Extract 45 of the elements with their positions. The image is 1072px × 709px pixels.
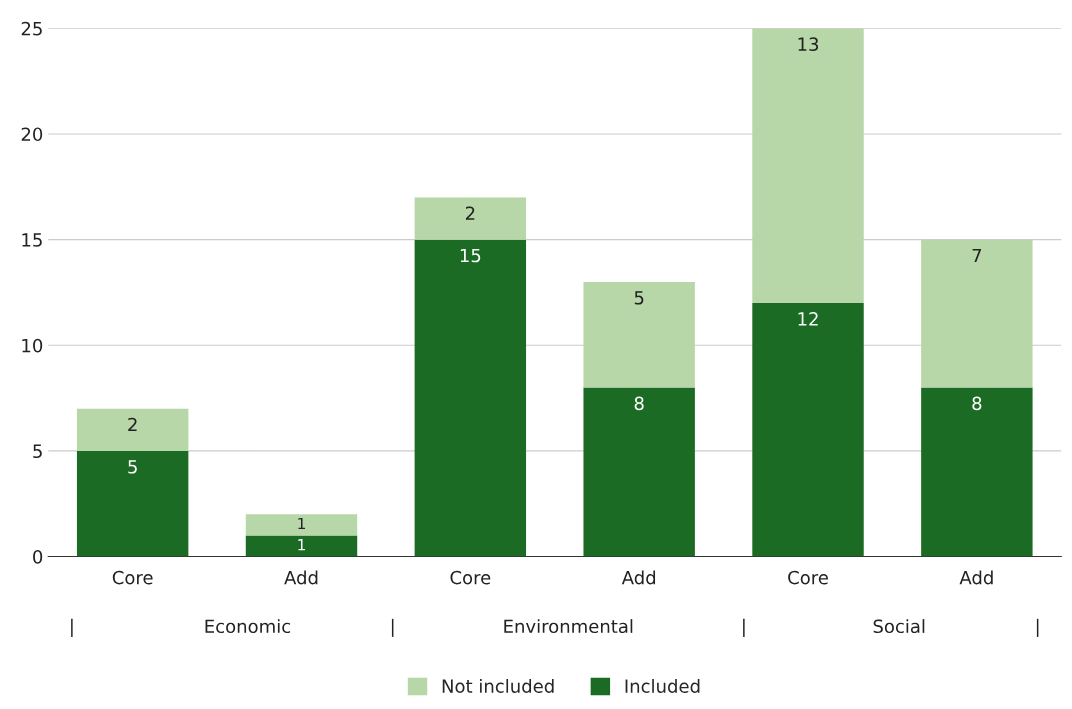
x-tick-label: Add bbox=[284, 570, 318, 585]
bar bbox=[921, 387, 1033, 557]
data-label: 5 bbox=[128, 460, 137, 474]
data-label: 1 bbox=[298, 517, 305, 530]
data-label: 1 bbox=[298, 539, 305, 551]
bar bbox=[752, 28, 864, 304]
y-tick-label: 5 bbox=[33, 444, 42, 459]
y-tick-label: 25 bbox=[21, 21, 42, 36]
x-tick-label: Core bbox=[450, 570, 491, 585]
data-label: 8 bbox=[972, 396, 982, 411]
data-label: 5 bbox=[634, 291, 644, 305]
text: | bbox=[743, 618, 745, 637]
x-tick-label: Add bbox=[959, 570, 993, 585]
legend-label: Included bbox=[625, 679, 700, 693]
x-tick-label: Core bbox=[112, 570, 153, 585]
data-label: 2 bbox=[465, 206, 475, 220]
y-tick-label: 15 bbox=[22, 233, 42, 247]
data-label: 13 bbox=[798, 37, 819, 52]
bar bbox=[583, 387, 695, 557]
text: | bbox=[1036, 618, 1039, 637]
text: | bbox=[391, 618, 394, 637]
bar bbox=[76, 450, 189, 557]
bar bbox=[245, 514, 358, 536]
y-tick-label: 10 bbox=[22, 338, 43, 353]
bar bbox=[76, 408, 189, 451]
y-tick-label: 20 bbox=[21, 127, 43, 142]
text: Social bbox=[873, 619, 925, 634]
text: Economic bbox=[205, 619, 291, 634]
x-tick-label: Add bbox=[621, 570, 656, 585]
data-label: 12 bbox=[798, 312, 818, 326]
data-label: 2 bbox=[128, 417, 137, 432]
data-label: 8 bbox=[634, 396, 644, 411]
legend-label: Not included bbox=[442, 679, 554, 693]
bar bbox=[414, 239, 527, 557]
data-label: 7 bbox=[972, 248, 982, 263]
text: | bbox=[71, 618, 73, 637]
y-tick-label: 0 bbox=[33, 550, 43, 564]
data-label: 15 bbox=[460, 248, 481, 263]
x-tick-label: Core bbox=[788, 570, 828, 585]
bar bbox=[583, 281, 695, 388]
bar bbox=[245, 535, 358, 557]
text: Environmental bbox=[504, 619, 633, 634]
bar bbox=[752, 303, 864, 557]
bar bbox=[921, 239, 1033, 388]
bar bbox=[414, 197, 527, 240]
